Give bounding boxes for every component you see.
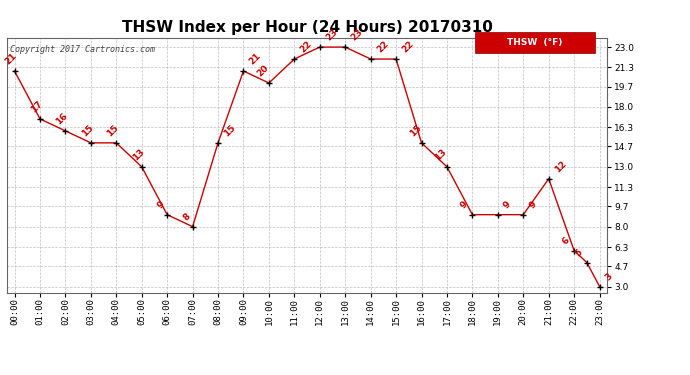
Text: 6: 6	[560, 236, 571, 246]
FancyBboxPatch shape	[475, 32, 595, 53]
Text: 15: 15	[105, 123, 120, 139]
Text: 16: 16	[55, 111, 70, 127]
Text: 15: 15	[408, 123, 423, 139]
Text: 23: 23	[349, 28, 364, 43]
Text: 12: 12	[553, 159, 568, 175]
Text: 3: 3	[604, 272, 615, 282]
Text: 8: 8	[181, 212, 193, 222]
Text: 9: 9	[527, 200, 538, 210]
Text: 21: 21	[3, 52, 19, 67]
Text: 21: 21	[248, 52, 263, 67]
Text: 9: 9	[502, 200, 513, 210]
Text: 22: 22	[400, 40, 415, 55]
Text: 17: 17	[29, 99, 44, 115]
Text: 13: 13	[433, 147, 448, 163]
Text: 22: 22	[299, 40, 314, 55]
Text: 9: 9	[156, 200, 167, 210]
Text: 13: 13	[130, 147, 146, 163]
Text: 5: 5	[573, 248, 584, 258]
Text: 22: 22	[375, 40, 390, 55]
Text: THSW  (°F): THSW (°F)	[507, 38, 563, 47]
Text: Copyright 2017 Cartronics.com: Copyright 2017 Cartronics.com	[10, 45, 155, 54]
Text: 15: 15	[222, 123, 237, 139]
Text: 9: 9	[458, 200, 469, 210]
Text: 20: 20	[255, 64, 270, 79]
Text: 15: 15	[80, 123, 95, 139]
Title: THSW Index per Hour (24 Hours) 20170310: THSW Index per Hour (24 Hours) 20170310	[121, 20, 493, 35]
Text: 23: 23	[324, 28, 339, 43]
